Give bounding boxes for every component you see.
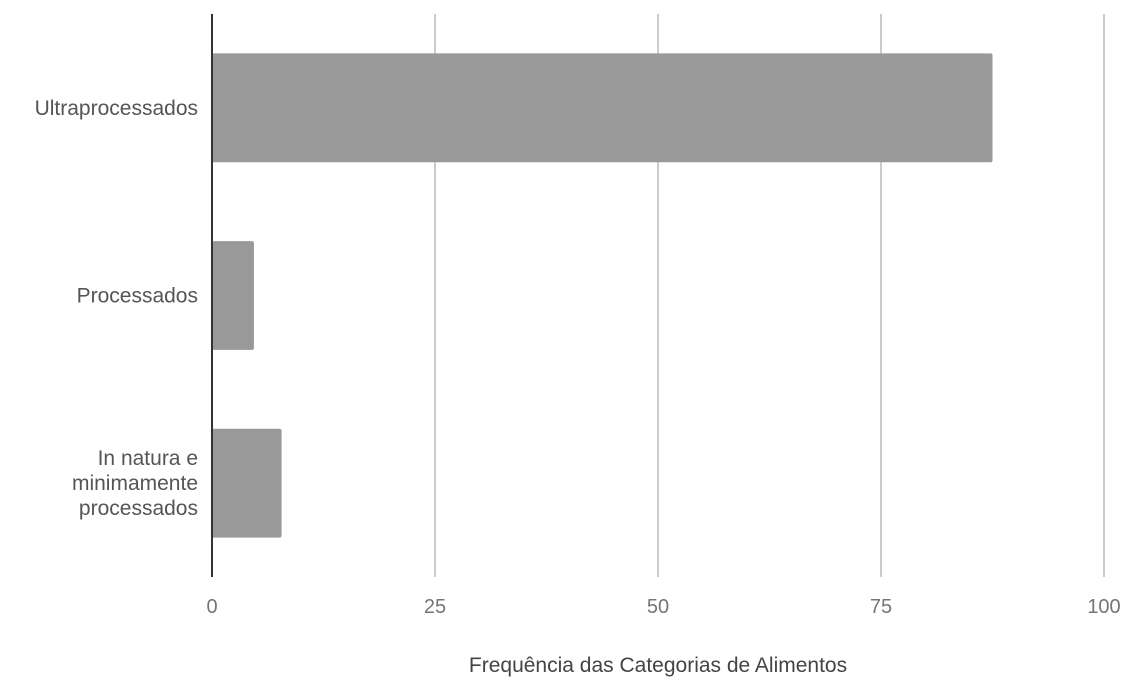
x-tick-label: 50 (647, 596, 669, 618)
bars (212, 53, 993, 538)
category-label: In natura e (98, 447, 198, 470)
category-label: Processados (77, 285, 198, 308)
x-tick-label: 25 (424, 596, 446, 618)
x-tick-label: 75 (870, 596, 892, 618)
bar (212, 53, 993, 163)
category-label: minimamente (72, 472, 198, 495)
x-tick-labels: 0 25 50 75 100 (206, 596, 1120, 618)
category-label: Ultraprocessados (35, 97, 198, 120)
bar (212, 241, 254, 350)
x-axis-title: Frequência das Categorias de Alimentos (469, 654, 847, 677)
category-label: processados (79, 497, 198, 520)
category-labels: Ultraprocessados Processados In natura emi… (35, 97, 198, 520)
bar (212, 428, 282, 538)
x-tick-label: 0 (206, 596, 217, 618)
x-tick-label: 100 (1087, 596, 1120, 618)
